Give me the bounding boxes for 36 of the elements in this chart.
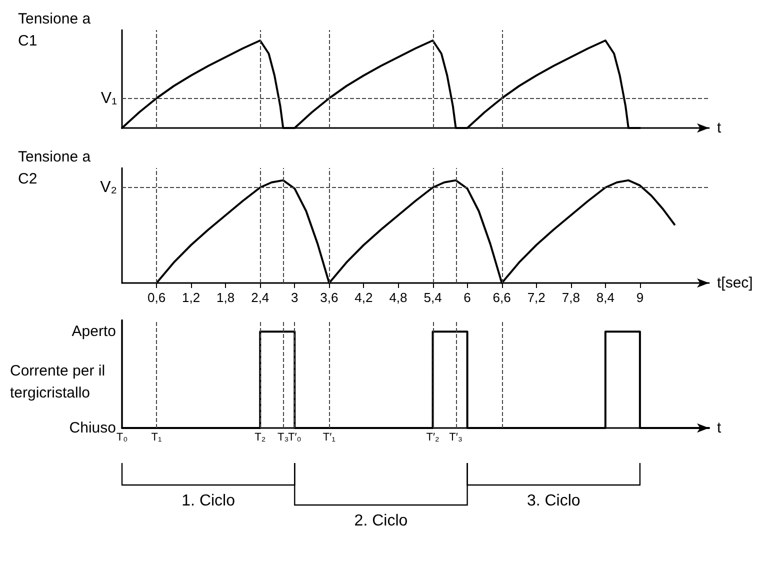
text: 1. Ciclo	[182, 492, 236, 510]
x-tick-label: 5,4	[424, 290, 442, 305]
ref-line-label: T′₁	[322, 432, 336, 444]
x-axis-title: t	[717, 120, 722, 136]
ref-line-label: V₁	[100, 90, 117, 107]
ref-line-label: T₀	[116, 432, 128, 444]
x-tick-label: 3,6	[320, 290, 338, 305]
text: Aperto	[72, 323, 116, 340]
x-tick-label: 9	[636, 290, 644, 305]
ref-line-label: V₂	[100, 179, 117, 196]
ref-line-label: T′₃	[449, 432, 462, 444]
x-tick-label: 3	[291, 290, 298, 305]
x-tick-label: 8,4	[596, 290, 614, 305]
x-tick-label: 7,8	[562, 290, 580, 305]
ref-line-label: T₂	[254, 432, 266, 444]
ref-line-label: T₃	[278, 432, 289, 444]
y-axis-title: Corrente per il tergicristallo	[10, 362, 110, 402]
x-tick-label: 6,6	[492, 290, 511, 305]
text: 3. Ciclo	[526, 492, 580, 510]
x-axis-title: t[sec]	[717, 274, 753, 292]
x-tick-label: 2,4	[251, 290, 270, 305]
text: 2. Ciclo	[354, 512, 408, 530]
x-tick-label: 1,2	[182, 290, 200, 305]
x-tick-label: 4,8	[389, 290, 408, 305]
ref-line-label: T′₀	[288, 432, 302, 444]
text: Chiuso	[69, 420, 116, 436]
y-axis-title: Tensione a C2	[18, 148, 95, 188]
x-axis-title: t	[717, 420, 722, 436]
x-tick-label: 1,8	[216, 290, 235, 305]
x-tick-label: 6	[464, 290, 471, 305]
x-tick-label: 4,2	[354, 290, 373, 305]
x-tick-label: 0,6	[147, 290, 166, 305]
ref-line-label: T′₂	[426, 432, 440, 444]
ref-line-label: T₁	[151, 432, 162, 444]
x-tick-label: 7,2	[527, 290, 546, 305]
y-axis-title: Tensione a C1	[18, 10, 95, 50]
